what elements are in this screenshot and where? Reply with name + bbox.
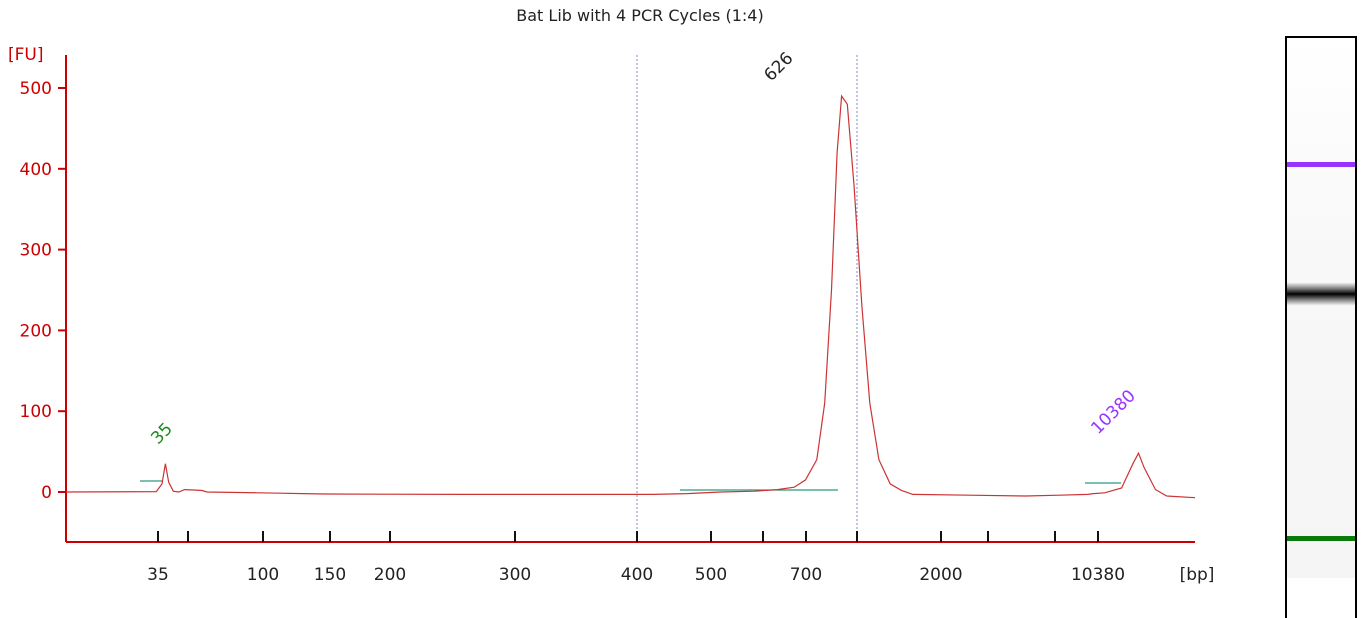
x-tick-label: 700 bbox=[790, 565, 822, 585]
x-tick-label: 2000 bbox=[919, 565, 962, 585]
gel-lane bbox=[1285, 36, 1357, 618]
electropherogram-trace bbox=[65, 94, 1196, 499]
gel-lane-background bbox=[1287, 38, 1355, 578]
electropherogram-plot: 0 100 200 300 400 500 [FU] 35 100 150 200 300 400 500… bbox=[8, 45, 1215, 585]
lower-marker-band bbox=[1287, 536, 1355, 541]
x-tick-label: 500 bbox=[695, 565, 727, 585]
y-tick-label: 0 bbox=[41, 483, 52, 503]
x-tick-label: 150 bbox=[314, 565, 346, 585]
peak-label: 35 bbox=[147, 419, 176, 448]
x-tick-label: 400 bbox=[621, 565, 653, 585]
y-tick-label: 400 bbox=[20, 160, 52, 180]
y-tick-label: 500 bbox=[20, 79, 52, 99]
upper-marker-band bbox=[1287, 162, 1355, 167]
x-tick-label: 100 bbox=[247, 565, 279, 585]
y-tick-label: 200 bbox=[20, 321, 52, 341]
sample-band bbox=[1287, 282, 1355, 306]
chart-title: Bat Lib with 4 PCR Cycles (1:4) bbox=[516, 6, 764, 25]
peak-label: 10380 bbox=[1087, 386, 1139, 438]
x-tick-label: 200 bbox=[374, 565, 406, 585]
y-tick-label: 300 bbox=[20, 241, 52, 261]
x-tick-label: 10380 bbox=[1071, 565, 1125, 585]
x-tick-label: 300 bbox=[499, 565, 531, 585]
x-tick-label: 35 bbox=[147, 565, 169, 585]
peak-label: 626 bbox=[760, 48, 797, 85]
y-axis-unit-label: [FU] bbox=[8, 45, 44, 65]
y-tick-label: 100 bbox=[20, 402, 52, 422]
x-axis-unit-label: [bp] bbox=[1180, 565, 1215, 585]
